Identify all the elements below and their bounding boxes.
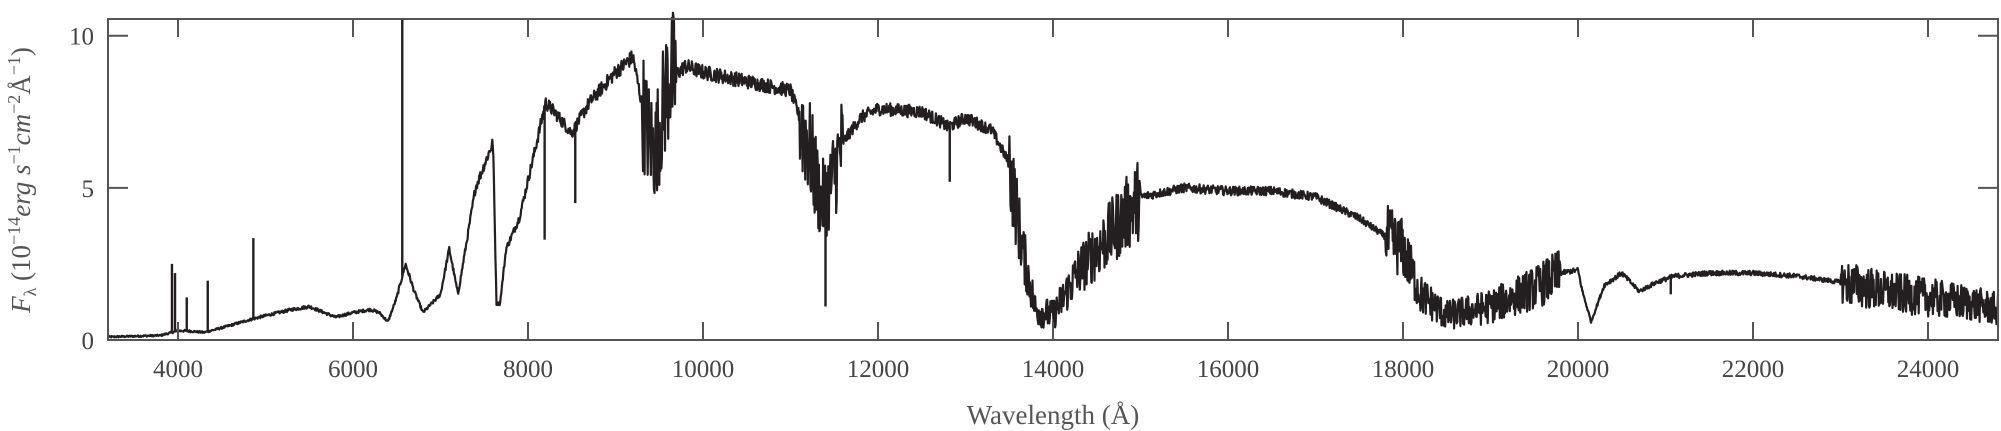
x-tick-label: 6000 <box>328 356 378 383</box>
axes-frame <box>107 18 1999 341</box>
x-tick-label: 14000 <box>1022 356 1085 383</box>
x-tick-label: 20000 <box>1547 356 1610 383</box>
y-axis-label: Fλ (10−14erg s−1cm−2Å−1) <box>4 47 40 314</box>
x-tick-label: 24000 <box>1897 356 1960 383</box>
axis-ticks: 4000 6000 8000 10000 12000 14000 16000 18000 200… <box>69 19 1998 383</box>
y-tick-label: 0 <box>82 328 95 355</box>
y-tick-label: 5 <box>82 176 95 203</box>
y-tick-label: 10 <box>69 24 94 51</box>
x-tick-label: 18000 <box>1372 356 1435 383</box>
x-tick-label: 12000 <box>847 356 910 383</box>
x-tick-label: 4000 <box>153 356 203 383</box>
x-tick-label: 16000 <box>1197 356 1260 383</box>
spectrum-line <box>107 11 2000 339</box>
x-axis-label: Wavelength (Å) <box>967 400 1140 430</box>
x-tick-label: 10000 <box>672 356 735 383</box>
x-tick-label: 22000 <box>1722 356 1785 383</box>
plot-area <box>107 11 2000 339</box>
x-tick-label: 8000 <box>503 356 553 383</box>
